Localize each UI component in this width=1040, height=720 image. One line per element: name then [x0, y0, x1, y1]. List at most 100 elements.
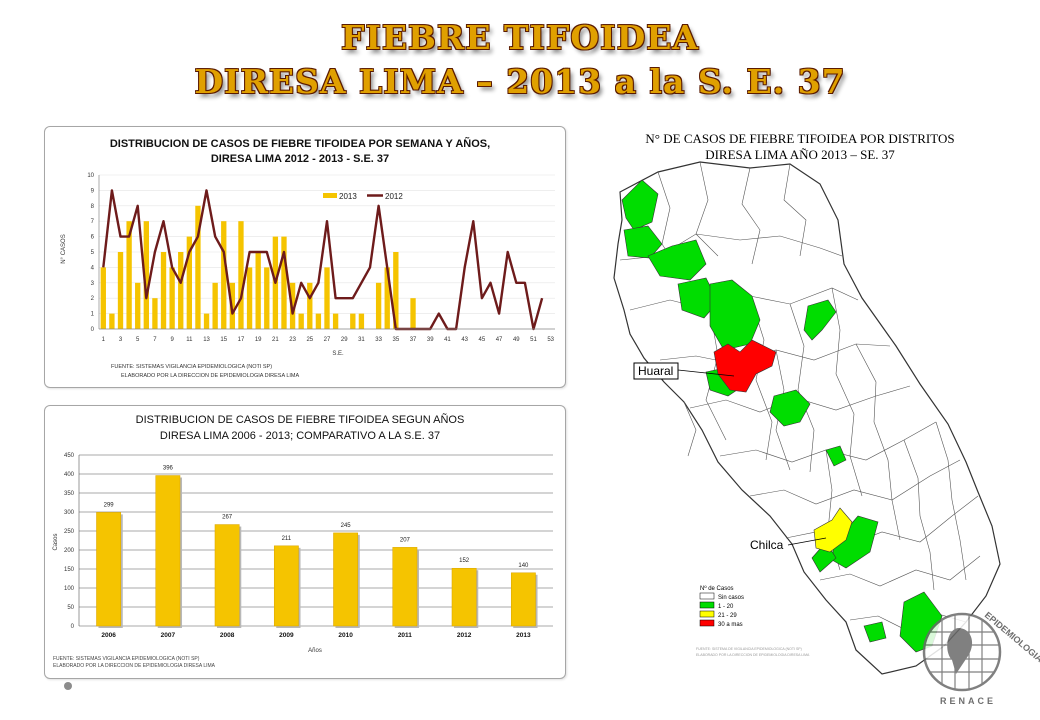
chart1-y-tick-label: 6: [91, 235, 95, 241]
chart2-data-label: 396: [163, 466, 174, 472]
weekly-cases-chart: DISTRIBUCION DE CASOS DE FIEBRE TIFOIDEA…: [61, 137, 555, 379]
chart1-x-tick-label: 23: [289, 337, 296, 343]
chart1-x-tick-label: 49: [513, 337, 520, 343]
chart1-bar-2013: [281, 236, 287, 329]
chart1-footnote-line2: ELABORADO POR LA DIRECCION DE EPIDEMIOLO…: [121, 373, 300, 379]
logo-text-renace: RENACE: [940, 696, 996, 706]
chart1-x-tick-label: 5: [136, 337, 140, 343]
legend-label-1-20: 1 - 20: [718, 604, 734, 610]
chart1-x-tick-label: 9: [170, 337, 174, 343]
chart2-footnote-line1: FUENTE: SISTEMAS VIGILANCIA EPIDEMIOLOGI…: [53, 656, 200, 662]
chart1-bar-2013: [212, 282, 218, 329]
huaral-label: Huaral: [638, 364, 673, 378]
chart1-x-tick-label: 41: [444, 337, 451, 343]
chart1-x-tick-label: 19: [255, 337, 262, 343]
chart2-y-tick-label: 150: [64, 567, 75, 573]
chart1-y-tick-label: 10: [87, 173, 94, 179]
chart1-bar-2013: [238, 221, 244, 329]
chart1-y-tick-label: 5: [91, 250, 95, 256]
chart1-x-tick-label: 33: [375, 337, 382, 343]
chart1-y-tick-label: 3: [91, 281, 95, 287]
chart2-y-tick-label: 450: [64, 453, 75, 459]
chart1-y-tick-label: 1: [91, 312, 95, 318]
chart1-bar-2013: [221, 221, 227, 329]
yearly-cases-chart: DISTRIBUCION DE CASOS DE FIEBRE TIFOIDEA…: [53, 413, 553, 669]
chart1-bar-2013: [117, 252, 124, 329]
chart2-x-tick-label: 2010: [338, 632, 353, 639]
chart1-y-axis-label: N° CASOS: [61, 234, 67, 263]
chart2-y-tick-label: 200: [64, 548, 75, 554]
chart1-x-tick-label: 37: [410, 337, 417, 343]
chart2-y-tick-label: 50: [67, 605, 74, 611]
chart1-bar-2013: [126, 221, 132, 329]
chart1-x-tick-label: 17: [238, 337, 245, 343]
legend-2013-label: 2013: [339, 192, 357, 201]
chart2-data-label: 211: [282, 536, 292, 542]
chart2-x-tick-label: 2006: [101, 632, 116, 639]
chart1-x-tick-label: 35: [392, 337, 399, 343]
chart2-bar: [451, 567, 477, 627]
chart2-y-tick-label: 300: [64, 510, 75, 516]
chart2-data-label: 267: [222, 515, 233, 521]
chart1-bar-2013: [178, 252, 184, 329]
chart1-bar-2013: [324, 267, 330, 329]
legend-swatch-21-29: [699, 610, 715, 618]
chart1-line-2012: [102, 189, 544, 331]
chart2-footnote-line2: ELABORADO POR LA DIRECCION DE EPIDEMIOLO…: [53, 663, 216, 669]
chart1-y-tick-label: 4: [91, 265, 95, 271]
chart2-data-label: 152: [459, 558, 470, 564]
chart1-bar-2013: [332, 313, 339, 329]
chart2-bar: [510, 572, 536, 627]
chart2-data-label: 207: [400, 537, 411, 543]
chart2-x-tick-label: 2009: [279, 632, 294, 639]
map-title-line1: N° DE CASOS DE FIEBRE TIFOIDEA POR DISTR…: [645, 131, 955, 146]
renace-logo: EPIDEMIOLOGIA RENACE: [922, 610, 1040, 706]
chart2-x-tick-label: 2008: [220, 632, 235, 639]
yearly-chart-panel: DISTRIBUCION DE CASOS DE FIEBRE TIFOIDEA…: [44, 405, 566, 679]
chart1-x-tick-label: 1: [102, 337, 106, 343]
chart1-bar-2013: [358, 313, 365, 329]
chart2-y-axis-label: Casos: [53, 533, 59, 550]
chart1-footnote-line1: FUENTE: SISTEMAS VIGILANCIA EPIDEMIOLOGI…: [111, 364, 272, 370]
map-title: N° DE CASOS DE FIEBRE TIFOIDEA POR DISTR…: [600, 131, 1000, 163]
chart1-bar-2013: [393, 252, 399, 329]
chart1-x-tick-label: 27: [324, 337, 331, 343]
chart2-bar: [214, 524, 240, 627]
legend-label-none: Sin casos: [718, 595, 744, 601]
chilca-label: Chilca: [750, 538, 784, 552]
chart1-bar-2013: [160, 252, 167, 329]
chilca-callout-line: [787, 537, 827, 546]
chart1-bar-2013: [264, 267, 270, 329]
chart1-bar-2013: [255, 252, 261, 329]
huaral-callout-line: [677, 369, 735, 377]
map-title-line2: DIRESA LIMA AÑO 2013 – SE. 37: [705, 147, 895, 162]
chart1-title-line2: DIRESA LIMA 2012 - 2013 - S.E. 37: [211, 153, 389, 165]
main-title-line2: DIRESA LIMA – 2013 a la S. E. 37: [194, 62, 846, 101]
chart1-y-tick-label: 0: [91, 327, 95, 333]
legend-2013-swatch: [323, 193, 337, 198]
chart1-bar-2013: [100, 267, 106, 329]
chart2-bar: [392, 547, 418, 627]
chart2-data-label: 299: [104, 502, 115, 508]
map-source-line1: FUENTE: SISTEMA DE VIGILANCIA EPIDEMIOLO…: [696, 647, 802, 651]
chart1-bar-2013: [109, 313, 115, 329]
chart1-x-axis-label: S.E.: [332, 351, 344, 357]
map-source-line2: ELABORADO POR LA DIRECCION DE EPIDEMIOLO…: [696, 653, 810, 657]
chart1-bar-2013: [203, 313, 210, 329]
chart1-bar-2013: [315, 313, 322, 329]
chart2-title-line1: DISTRIBUCION DE CASOS DE FIEBRE TIFOIDEA…: [136, 413, 465, 426]
chart2-data-label: 140: [518, 563, 529, 569]
chart1-x-tick-label: 53: [547, 337, 554, 343]
chart1-y-tick-label: 9: [91, 188, 95, 194]
legend-label-21-29: 21 - 29: [718, 613, 737, 619]
legend-swatch-30-plus: [699, 619, 715, 627]
legend-swatch-1-20: [699, 601, 715, 609]
chart1-x-tick-label: 43: [461, 337, 468, 343]
chart1-bar-2013: [375, 282, 382, 329]
chart1-bar-2013: [143, 221, 149, 329]
chart2-x-tick-label: 2012: [457, 632, 472, 639]
chart2-bar: [155, 475, 181, 627]
chart1-x-tick-label: 7: [153, 337, 157, 343]
chart1-bar-2013: [307, 282, 313, 329]
chart2-x-axis-label: Años: [308, 648, 322, 654]
